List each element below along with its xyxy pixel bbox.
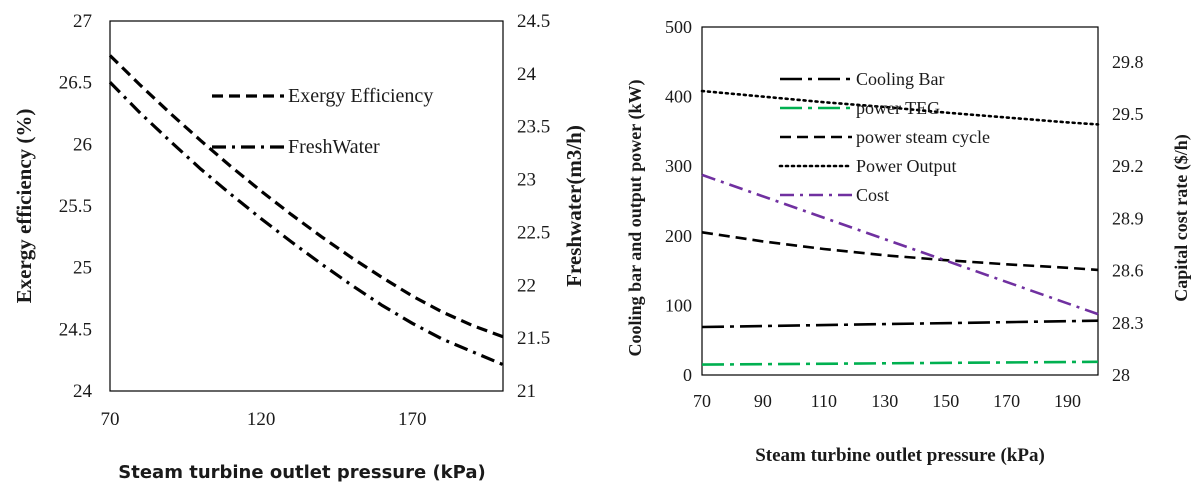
c2-series-line-1 xyxy=(701,360,1099,366)
c2-legend-label-0: Cooling Bar xyxy=(856,69,945,89)
c1-y2-tick-5: 23.5 xyxy=(517,117,550,138)
c2-series-line-0 xyxy=(701,319,1099,329)
c1-y-tick-5: 26.5 xyxy=(59,73,92,94)
c1-x-tick-2: 170 xyxy=(398,409,427,430)
right-y-axis-title: Cooling bar and output power (kW) xyxy=(625,80,646,357)
c1-y2-tick-3: 22.5 xyxy=(517,222,550,243)
left-series-group xyxy=(108,54,504,367)
right-series-group xyxy=(700,89,1100,366)
c1-y2-tick-0: 21 xyxy=(517,381,536,402)
c1-series-line-0 xyxy=(108,54,504,339)
c2-y-tick-0: 0 xyxy=(683,365,692,385)
c2-y2-tick-6: 29.8 xyxy=(1112,52,1144,72)
c2-x-tick-4: 150 xyxy=(932,391,959,411)
c2-series-line-2 xyxy=(701,231,1099,272)
left-y-tick-labels: 24 24.5 25 25.5 26 26.5 27 xyxy=(59,11,93,402)
c1-y2-tick-4: 23 xyxy=(517,170,536,191)
c2-x-tick-5: 170 xyxy=(993,391,1020,411)
right-x-tick-labels: 70 90 110 130 150 170 190 xyxy=(693,391,1081,411)
c2-x-tick-0: 70 xyxy=(693,391,711,411)
c1-y2-tick-1: 21.5 xyxy=(517,328,550,349)
left-x-tick-labels: 70 120 170 xyxy=(101,409,427,430)
c2-series-line-4 xyxy=(701,173,1099,316)
c2-y2-tick-1: 28.3 xyxy=(1112,313,1144,333)
c1-x-tick-0: 70 xyxy=(101,409,120,430)
c2-y-tick-5: 500 xyxy=(665,17,692,37)
right-x-axis-title: Steam turbine outlet pressure (kPa) xyxy=(755,445,1045,466)
left-y-axis-title: Exergy efficiency (%) xyxy=(12,109,36,304)
c1-legend-label-0: Exergy Efficiency xyxy=(288,85,433,107)
left-y2-tick-labels: 21 21.5 22 22.5 23 23.5 24 24.5 xyxy=(517,11,550,402)
right-y2-tick-labels: 28 28.3 28.6 28.9 29.2 29.5 29.8 xyxy=(1112,52,1144,385)
c2-y-tick-2: 200 xyxy=(665,226,692,246)
c2-y2-tick-2: 28.6 xyxy=(1112,261,1144,281)
c2-y-tick-4: 400 xyxy=(665,87,692,107)
c1-legend-label-1: FreshWater xyxy=(288,136,380,158)
left-legend: Exergy Efficiency FreshWater xyxy=(212,85,433,158)
c1-y2-tick-6: 24 xyxy=(517,64,537,85)
right-y-tick-labels: 0 100 200 300 400 500 xyxy=(665,17,692,385)
c2-legend-label-3: Power Output xyxy=(856,156,957,176)
c1-y-tick-2: 25 xyxy=(73,258,92,279)
c1-x-tick-1: 120 xyxy=(247,409,276,430)
left-y2-axis-title: Freshwater(m3/h) xyxy=(562,125,586,287)
c1-y-tick-0: 24 xyxy=(73,381,93,402)
c1-y-tick-1: 24.5 xyxy=(59,319,92,340)
c2-x-tick-2: 110 xyxy=(811,391,837,411)
left-plot-area xyxy=(109,20,504,392)
right-y2-axis-title: Capital cost rate ($/h) xyxy=(1171,134,1192,301)
c1-y2-tick-7: 24.5 xyxy=(517,11,550,32)
c2-legend-label-4: Cost xyxy=(856,185,889,205)
c2-y2-tick-5: 29.5 xyxy=(1112,104,1144,124)
c1-y-tick-3: 25.5 xyxy=(59,196,92,217)
c2-x-tick-6: 190 xyxy=(1054,391,1081,411)
c1-y-tick-4: 26 xyxy=(73,134,92,155)
c2-y-tick-3: 300 xyxy=(665,156,692,176)
c2-x-tick-3: 130 xyxy=(871,391,898,411)
c2-y2-tick-0: 28 xyxy=(1112,365,1130,385)
c1-y-tick-6: 27 xyxy=(73,11,92,32)
c2-y2-tick-3: 28.9 xyxy=(1112,208,1144,228)
c1-series-line-1 xyxy=(108,81,504,367)
c2-y2-tick-4: 29.2 xyxy=(1112,156,1144,176)
left-x-axis-title: Steam turbine outlet pressure (kPa) xyxy=(118,462,485,483)
c2-series-line-3 xyxy=(700,89,1100,126)
right-legend: Cooling Bar power TEG power steam cycle Pow… xyxy=(778,69,990,205)
c2-x-tick-1: 90 xyxy=(754,391,772,411)
c2-legend-label-2: power steam cycle xyxy=(856,127,990,147)
c2-y-tick-1: 100 xyxy=(665,295,692,315)
right-plot-area xyxy=(701,26,1099,376)
c2-legend-label-1: power TEG xyxy=(856,98,940,118)
c1-y2-tick-2: 22 xyxy=(517,275,536,296)
